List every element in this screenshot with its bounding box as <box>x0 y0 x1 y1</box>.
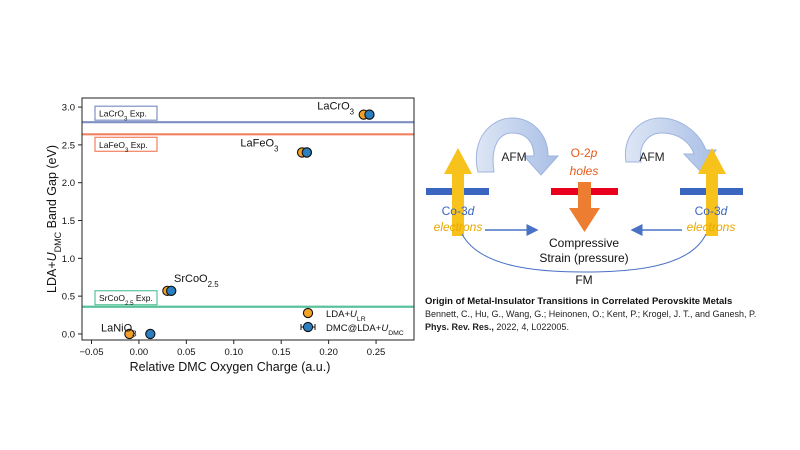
x-tick-label: 0.20 <box>319 347 338 358</box>
strain-label-line1: Compressive <box>549 236 619 250</box>
y-axis-label: LDA+UDMC Band Gap (eV) <box>45 145 63 293</box>
citation-title: Origin of Metal-Insulator Transitions in… <box>425 296 733 307</box>
afm-left-label: AFM <box>501 150 526 164</box>
reference-label: LaCrO3 Exp. <box>99 109 147 123</box>
co-3d-right-label: Co-3d <box>695 204 728 218</box>
citation-journal: Phys. Rev. Res., <box>425 322 494 332</box>
x-tick-label: 0.25 <box>367 347 386 358</box>
reference-lines: LaCrO3 Exp. LaFeO3 Exp. SrCoO2.5 Exp. <box>82 105 414 308</box>
chart-axes: −0.05 0.00 0.05 0.10 0.15 0.20 0.25 0.0 0.5 1.0 1.… <box>45 97 415 374</box>
afm-left-curved-arrow <box>475 117 560 176</box>
y-tick-label: 2.5 <box>62 140 75 151</box>
y-tick-label: 1.5 <box>62 216 75 227</box>
reference-label-box <box>94 136 158 152</box>
y-tick-label: 0.5 <box>62 292 75 303</box>
y-tick-label: 2.0 <box>62 178 75 189</box>
x-tick-label: 0.00 <box>130 347 149 358</box>
holes-label: holes <box>570 164 599 178</box>
dmc-point-overlay <box>301 147 312 158</box>
y-tick-label: 1.0 <box>62 254 75 265</box>
y-tick-label: 3.0 <box>62 103 75 114</box>
band-gap-chart: LaCrO3 Exp. LaFeO3 Exp. SrCoO2.5 Exp. LaNi… <box>45 97 415 374</box>
point-label: LaFeO3 <box>240 137 279 153</box>
co-3d-left-label: Co-3d <box>442 204 475 218</box>
legend-marker-dmc <box>302 321 314 333</box>
dmc-point <box>145 328 156 340</box>
x-tick-label: −0.05 <box>79 347 103 358</box>
reference-label: SrCoO2.5 Exp. <box>99 293 153 307</box>
reference-label: LaFeO3 Exp. <box>99 140 148 154</box>
point-label: LaCrO3 <box>317 100 354 116</box>
x-tick-label: 0.05 <box>177 347 196 358</box>
fm-label: FM <box>575 273 592 287</box>
legend-marker-lda <box>302 307 314 319</box>
legend-label-dmc: DMC@LDA+UDMC <box>326 323 404 337</box>
citation-details: 2022, 4, L022005. <box>493 322 569 332</box>
point-label: SrCoO2.5 <box>174 273 219 289</box>
citation-authors: Bennett, C., Hu, G., Wang, G.; Heinonen,… <box>425 309 757 319</box>
strain-label-line2: Strain (pressure) <box>539 251 628 265</box>
hole-down-arrow <box>569 182 600 232</box>
fm-arc <box>461 233 707 273</box>
electrons-right-label: electrons <box>687 220 736 234</box>
spin-up-arrow-left <box>444 148 472 236</box>
mechanism-diagram: AFM AFM O-2p holes Co-3d electrons Co-3d… <box>426 117 743 287</box>
reference-label-box <box>94 105 158 121</box>
spin-up-arrow-right <box>698 148 726 236</box>
x-tick-label: 0.10 <box>225 347 244 358</box>
dmc-point-overlay <box>364 109 375 120</box>
data-points <box>124 109 375 340</box>
electrons-left-label: electrons <box>434 220 483 234</box>
dmc-point-overlay <box>166 285 177 296</box>
point-annotations: LaNiO3 SrCoO2.5 LaFeO3 LaCrO3 <box>101 100 355 338</box>
lda-point <box>124 328 135 340</box>
o-2p-label: O-2p <box>571 146 598 160</box>
citation-block: Origin of Metal-Insulator Transitions in… <box>425 296 785 333</box>
reference-label-box <box>94 290 158 306</box>
x-axis-label: Relative DMC Oxygen Charge (a.u.) <box>130 360 331 374</box>
x-tick-label: 0.15 <box>272 347 291 358</box>
afm-right-label: AFM <box>639 150 664 164</box>
y-tick-label: 0.0 <box>62 329 75 340</box>
legend-label-lda: LDA+ULR <box>326 309 366 323</box>
point-label: LaNiO3 <box>101 323 137 339</box>
plot-frame <box>81 97 415 341</box>
